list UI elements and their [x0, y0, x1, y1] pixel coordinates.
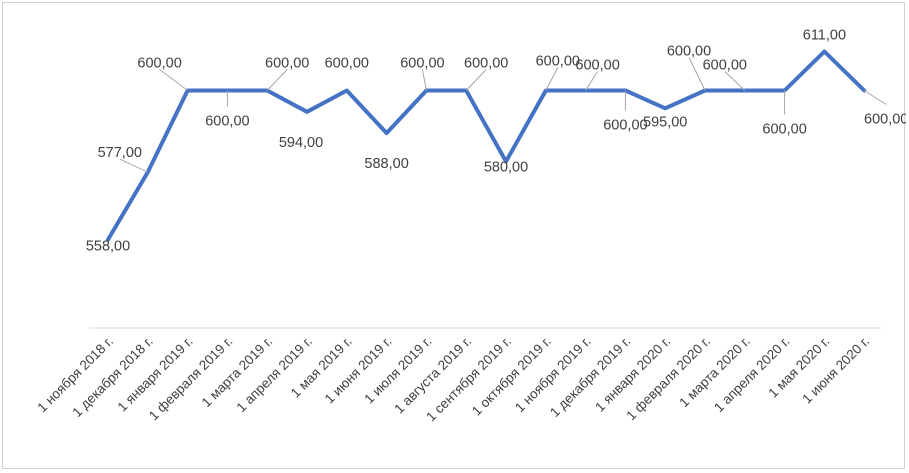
data-label: 594,00	[279, 135, 323, 151]
data-label: 600,00	[265, 56, 309, 72]
data-label: 600,00	[603, 118, 647, 134]
data-label-leader	[724, 71, 746, 91]
data-label: 600,00	[400, 56, 444, 72]
x-tick-label: 1 марта 2019 г.	[199, 334, 276, 411]
data-label: 600,00	[137, 56, 181, 72]
data-label: 558,00	[86, 239, 130, 255]
data-label: 600,00	[864, 112, 906, 128]
data-label-leader	[688, 57, 706, 91]
data-label-leader	[421, 69, 427, 91]
data-label-leader	[545, 67, 559, 91]
data-label: 595,00	[643, 114, 687, 130]
data-label-leader	[266, 69, 288, 91]
data-label: 600,00	[205, 114, 249, 130]
data-label-leader	[465, 69, 487, 91]
data-label: 600,00	[575, 58, 619, 74]
data-label-leader	[119, 158, 149, 173]
series-line	[106, 49, 867, 242]
data-label: 600,00	[667, 44, 711, 60]
data-label: 611,00	[803, 27, 846, 43]
data-label: 600,00	[325, 56, 369, 72]
data-label-leader	[159, 69, 188, 91]
data-label: 600,00	[762, 122, 806, 138]
data-label: 600,00	[464, 56, 508, 72]
data-label-leader	[585, 71, 599, 91]
data-label: 580,00	[484, 160, 528, 176]
data-label: 577,00	[98, 145, 142, 161]
data-label: 588,00	[364, 156, 408, 172]
data-label: 600,00	[536, 54, 580, 70]
data-label-leader	[863, 90, 887, 105]
line-chart: 558,00577,00600,00600,00600,00594,00600,…	[34, 27, 906, 424]
x-tick-label: 1 марта 2020 г.	[676, 334, 753, 411]
data-label: 600,00	[703, 58, 747, 74]
